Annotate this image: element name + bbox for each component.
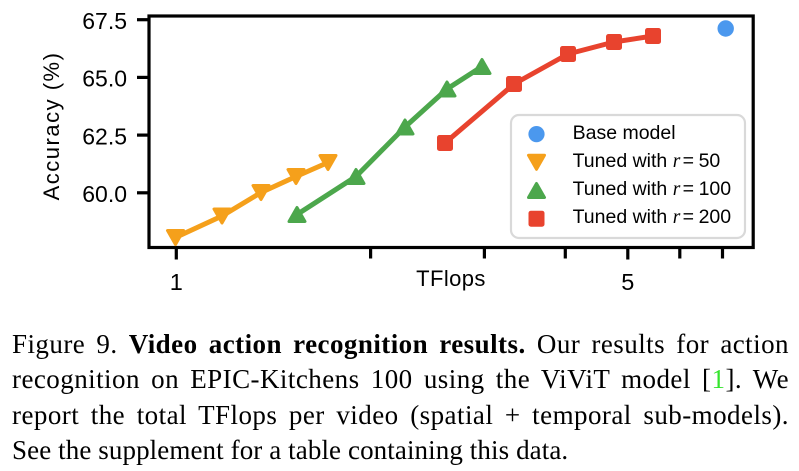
svg-text:60.0: 60.0: [82, 181, 127, 207]
svg-text:1: 1: [170, 269, 183, 295]
svg-text:67.5: 67.5: [82, 8, 127, 34]
svg-text:Tuned with r=100: Tuned with r = 100: [573, 178, 732, 200]
svg-text:62.5: 62.5: [82, 123, 127, 149]
svg-text:5: 5: [621, 269, 634, 295]
svg-text:Tuned with r=200: Tuned with r = 200: [573, 206, 732, 228]
svg-text:65.0: 65.0: [82, 66, 127, 92]
svg-text:Base model: Base model: [573, 122, 676, 144]
svg-text:TFlops: TFlops: [416, 266, 486, 291]
svg-text:Accuracy (%): Accuracy (%): [39, 52, 64, 201]
svg-text:Tuned with r=50: Tuned with r = 50: [573, 150, 721, 172]
